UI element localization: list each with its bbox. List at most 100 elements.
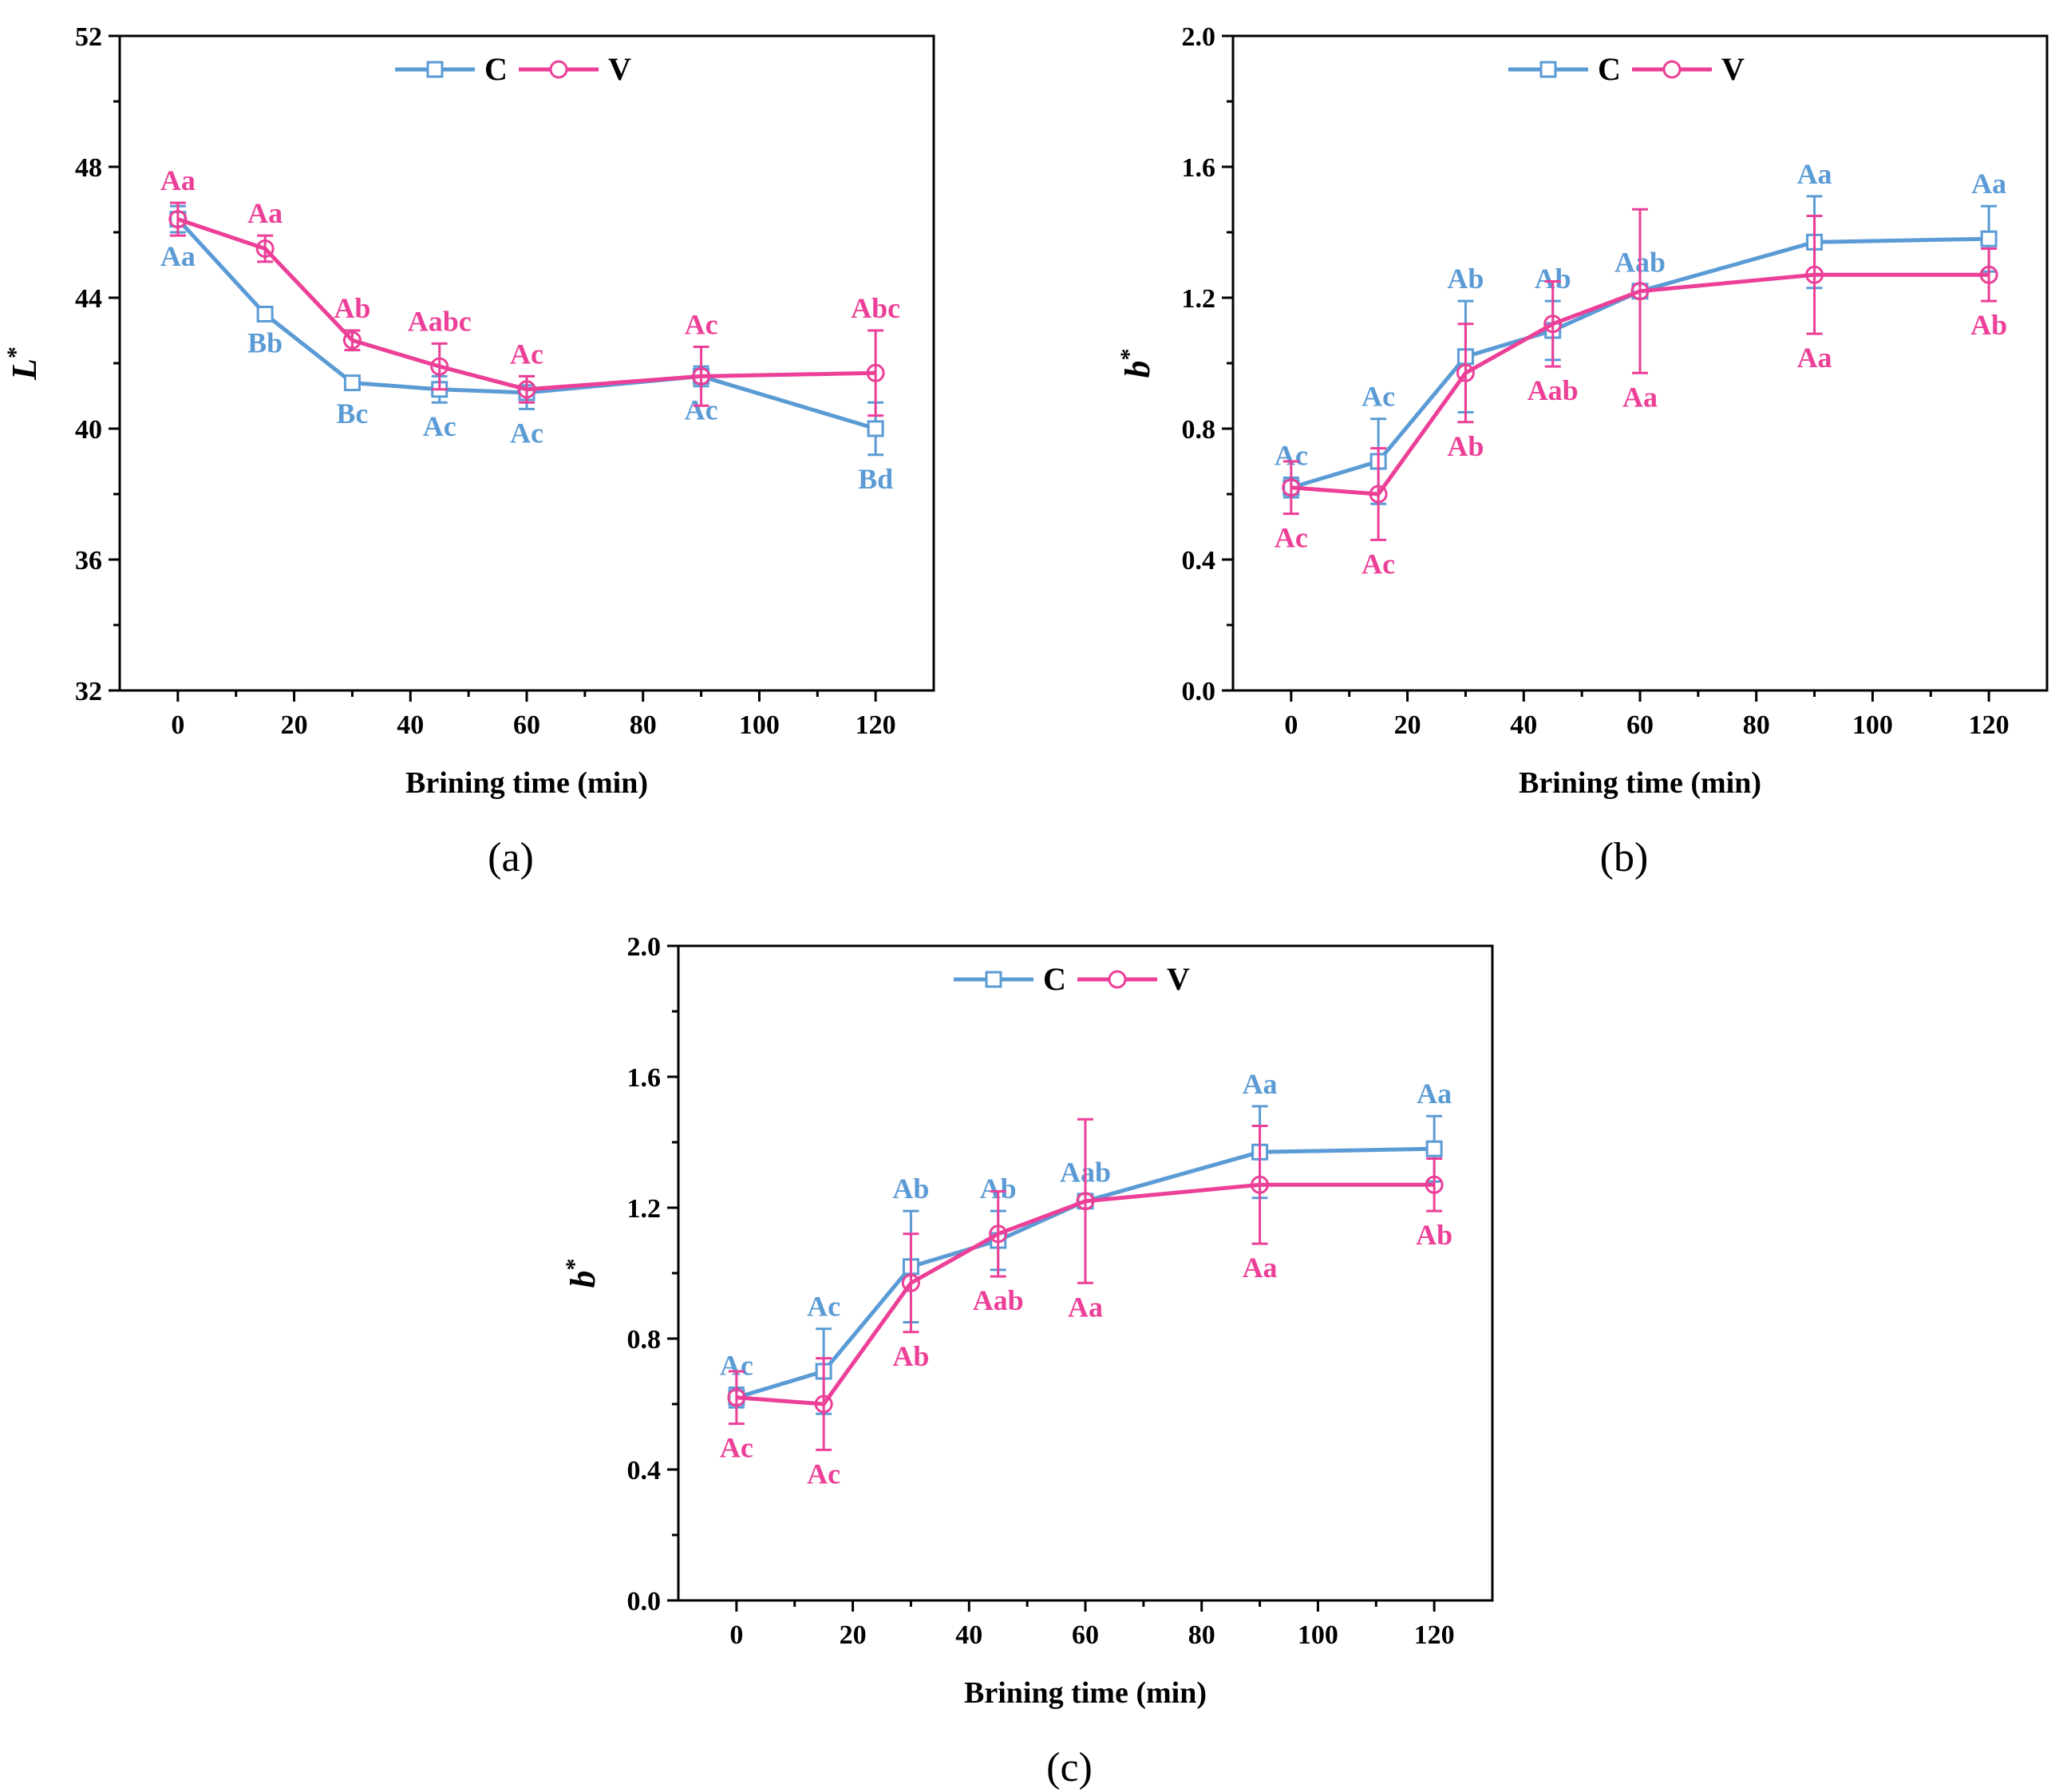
legend-item-C: C — [1508, 51, 1621, 87]
y-axis-title: L* — [2, 346, 44, 381]
legend-label: C — [484, 51, 508, 87]
x-tick-label: 80 — [1743, 710, 1770, 740]
significance-label: Ab — [892, 1173, 929, 1205]
significance-label: Aab — [1527, 374, 1579, 406]
y-tick-label: 52 — [75, 22, 102, 52]
error-bar — [867, 329, 884, 417]
error-bar — [1282, 460, 1299, 516]
y-axis-title: b* — [1116, 349, 1157, 378]
y-axis-title: b* — [561, 1259, 603, 1288]
significance-label: Ac — [510, 417, 543, 449]
error-bar — [1077, 1118, 1093, 1284]
data-point-C — [1425, 1140, 1443, 1157]
data-point-V — [517, 380, 536, 399]
significance-label: Aa — [1243, 1068, 1278, 1100]
data-point-V — [1543, 314, 1563, 334]
x-tick-label: 120 — [856, 710, 896, 740]
chart-panel-b: 0 20 40 60 80 100 120 0.0 0.4 0.8 1.2 1.6 2.0 Brining… — [1116, 8, 2059, 880]
significance-label: Ac — [720, 1432, 753, 1464]
data-point-V — [727, 1388, 746, 1407]
x-axis-title: Brining time (min) — [405, 766, 648, 800]
data-point-V — [1425, 1175, 1444, 1194]
data-point-V — [342, 330, 362, 350]
data-point-V — [1805, 265, 1824, 284]
y-tick-label: 32 — [75, 677, 102, 706]
caption-a: (a) — [488, 835, 534, 880]
y-tick-label: 0.4 — [627, 1456, 662, 1485]
y-tick-label: 1.6 — [627, 1063, 662, 1093]
error-bar — [1806, 215, 1823, 335]
legend-label: V — [608, 51, 631, 87]
legend-marker — [1662, 60, 1682, 79]
error-bar — [728, 1370, 745, 1426]
x-tick-label: 0 — [171, 710, 184, 740]
significance-label: Aa — [1797, 342, 1832, 374]
legend-marker — [426, 61, 444, 78]
data-point-V — [989, 1224, 1008, 1244]
legend-item-C: C — [954, 961, 1066, 997]
chart-panel-c: 0 20 40 60 80 100 120 0.0 0.4 0.8 1.2 1.6 2.0 Brining… — [561, 918, 1568, 1790]
error-bar — [903, 1232, 919, 1334]
significance-label: Ab — [1447, 430, 1484, 462]
y-axis-title-superscript: * — [2, 346, 29, 358]
legend-item-V: V — [519, 51, 631, 87]
significance-label: Ac — [807, 1291, 840, 1323]
x-tick-label: 20 — [1394, 710, 1421, 740]
error-bar — [1632, 208, 1648, 374]
significance-label: Bc — [336, 398, 368, 429]
error-bar — [1251, 1125, 1268, 1245]
significance-label: Bb — [247, 327, 283, 359]
significance-label: Aa — [1971, 168, 2006, 200]
chart-c-svg: 0 20 40 60 80 100 120 0.0 0.4 0.8 1.2 1.6 2.0 Brining… — [561, 932, 1494, 1710]
x-tick-label: 40 — [397, 710, 424, 740]
x-tick-label: 0 — [1284, 710, 1298, 740]
significance-label: Aa — [1068, 1291, 1103, 1323]
caption-c: (c) — [1046, 1745, 1093, 1790]
significance-label: Aa — [1797, 158, 1832, 190]
x-tick-label: 60 — [1072, 1620, 1099, 1650]
error-bar — [344, 329, 361, 352]
x-tick-label: 40 — [955, 1620, 982, 1650]
legend-label: V — [1721, 51, 1745, 87]
significance-label: Ab — [1970, 309, 2007, 341]
data-point-V — [866, 363, 885, 382]
data-point-C — [867, 420, 884, 437]
significance-label: Abc — [851, 292, 900, 324]
data-point-V — [692, 366, 711, 386]
x-tick-label: 100 — [739, 710, 780, 740]
caption-b: (b) — [1599, 835, 1649, 880]
x-tick-label: 120 — [1969, 710, 2010, 740]
significance-label: Ac — [1275, 522, 1308, 554]
chart-a-svg: 0 20 40 60 80 100 120 32 36 40 44 48 52 Brining time … — [2, 22, 935, 800]
data-point-V — [1979, 265, 1998, 284]
chart-b-svg: 0 20 40 60 80 100 120 0.0 0.4 0.8 1.2 1.6 2.0 Brining… — [1116, 22, 2049, 800]
x-tick-label: 40 — [1510, 710, 1537, 740]
data-point-V — [168, 210, 188, 229]
legend-marker — [1539, 61, 1557, 78]
y-tick-label: 44 — [75, 284, 102, 314]
error-bar — [990, 1190, 1006, 1278]
x-tick-label: 80 — [630, 710, 657, 740]
legend-item-V: V — [1632, 51, 1745, 87]
x-tick-label: 60 — [1626, 710, 1654, 740]
data-point-V — [1369, 485, 1388, 504]
data-point-C — [256, 306, 274, 322]
y-tick-label: 36 — [75, 546, 102, 576]
y-tick-label: 48 — [75, 153, 102, 183]
y-tick-label: 40 — [75, 415, 102, 445]
x-tick-label: 100 — [1852, 710, 1893, 740]
significance-label: Aab — [973, 1284, 1024, 1316]
error-bar — [431, 342, 448, 391]
significance-label: Aabc — [408, 305, 472, 337]
significance-label: Ab — [1416, 1219, 1452, 1251]
significance-label: Ab — [1447, 263, 1484, 295]
data-point-V — [901, 1273, 920, 1292]
significance-label: Ac — [1361, 548, 1395, 580]
y-axis-title-superscript: * — [561, 1259, 587, 1271]
y-axis-title-superscript: * — [1116, 349, 1142, 361]
legend-item-V: V — [1077, 961, 1190, 997]
legend-marker — [1108, 970, 1127, 989]
y-tick-label: 0.8 — [627, 1325, 662, 1355]
significance-label: Aa — [160, 164, 196, 196]
error-bar — [1457, 322, 1474, 424]
